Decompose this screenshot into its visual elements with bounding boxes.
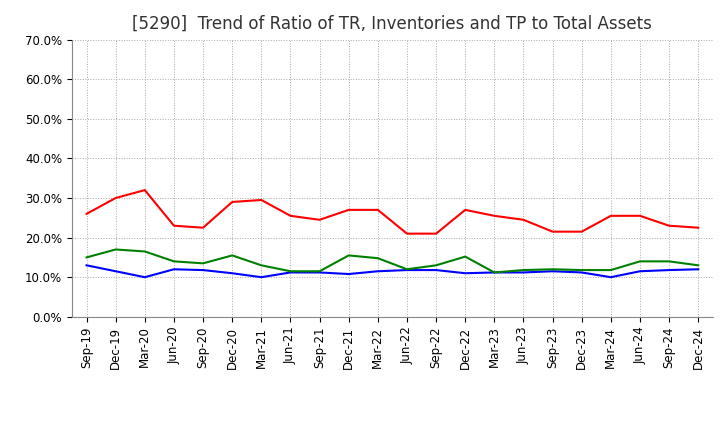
Inventories — [665, 268, 673, 273]
Trade Receivables — [82, 211, 91, 216]
Trade Receivables — [519, 217, 528, 222]
Inventories — [606, 275, 615, 280]
Inventories — [432, 268, 441, 273]
Trade Payables — [694, 263, 703, 268]
Line: Trade Payables: Trade Payables — [86, 249, 698, 272]
Trade Receivables — [490, 213, 499, 218]
Trade Receivables — [199, 225, 207, 231]
Trade Payables — [140, 249, 149, 254]
Trade Payables — [315, 268, 324, 274]
Trade Payables — [374, 256, 382, 261]
Inventories — [402, 268, 411, 273]
Inventories — [228, 271, 236, 276]
Trade Receivables — [257, 197, 266, 202]
Trade Receivables — [315, 217, 324, 222]
Trade Receivables — [344, 207, 353, 213]
Trade Receivables — [402, 231, 411, 236]
Trade Receivables — [606, 213, 615, 218]
Inventories — [636, 268, 644, 274]
Trade Payables — [461, 254, 469, 259]
Trade Receivables — [374, 207, 382, 213]
Trade Payables — [432, 263, 441, 268]
Trade Payables — [228, 253, 236, 258]
Inventories — [694, 267, 703, 272]
Trade Payables — [286, 268, 294, 274]
Inventories — [519, 270, 528, 275]
Trade Receivables — [636, 213, 644, 218]
Trade Payables — [170, 259, 179, 264]
Trade Payables — [257, 263, 266, 268]
Trade Receivables — [461, 207, 469, 213]
Trade Receivables — [170, 223, 179, 228]
Trade Receivables — [665, 223, 673, 228]
Title: [5290]  Trend of Ratio of TR, Inventories and TP to Total Assets: [5290] Trend of Ratio of TR, Inventories… — [132, 15, 652, 33]
Trade Payables — [606, 268, 615, 273]
Trade Payables — [344, 253, 353, 258]
Inventories — [140, 275, 149, 280]
Trade Payables — [665, 259, 673, 264]
Inventories — [315, 270, 324, 275]
Trade Payables — [82, 255, 91, 260]
Trade Receivables — [140, 187, 149, 193]
Inventories — [490, 270, 499, 275]
Trade Receivables — [548, 229, 557, 234]
Inventories — [257, 275, 266, 280]
Trade Payables — [112, 247, 120, 252]
Inventories — [548, 268, 557, 274]
Trade Receivables — [228, 199, 236, 205]
Trade Payables — [577, 268, 586, 273]
Trade Payables — [548, 267, 557, 272]
Inventories — [170, 267, 179, 272]
Trade Payables — [519, 268, 528, 273]
Inventories — [374, 268, 382, 274]
Line: Inventories: Inventories — [86, 265, 698, 277]
Trade Payables — [490, 270, 499, 275]
Trade Receivables — [112, 195, 120, 201]
Inventories — [112, 268, 120, 274]
Trade Payables — [636, 259, 644, 264]
Trade Payables — [199, 260, 207, 266]
Inventories — [461, 271, 469, 276]
Trade Payables — [402, 267, 411, 272]
Trade Receivables — [286, 213, 294, 218]
Inventories — [199, 268, 207, 273]
Inventories — [344, 271, 353, 277]
Inventories — [577, 270, 586, 275]
Trade Receivables — [432, 231, 441, 236]
Inventories — [286, 270, 294, 275]
Line: Trade Receivables: Trade Receivables — [86, 190, 698, 234]
Inventories — [82, 263, 91, 268]
Trade Receivables — [577, 229, 586, 234]
Trade Receivables — [694, 225, 703, 231]
